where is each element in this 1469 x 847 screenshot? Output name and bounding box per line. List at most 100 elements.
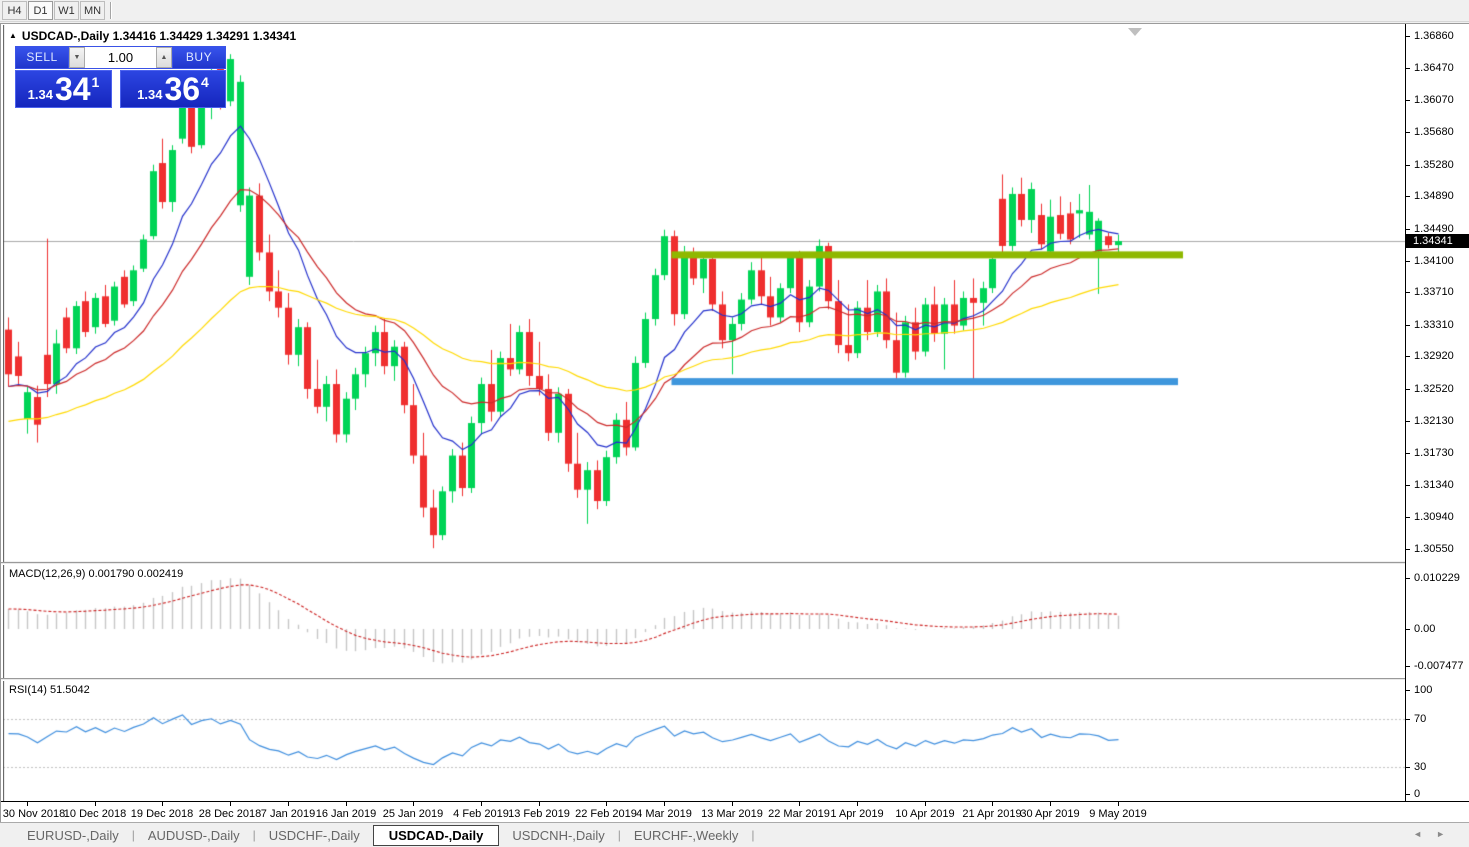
price-tick-label: 1.36070 — [1414, 94, 1454, 106]
price-axis[interactable]: 1.36860 1.36470 1.36070 1.35680 1.35280 1.348… — [1405, 24, 1469, 801]
tab-scroll-right-icon[interactable]: ► — [1436, 829, 1459, 839]
date-tick-label: 22 Feb 2019 — [575, 808, 637, 820]
price-tick-label: 1.34890 — [1414, 190, 1454, 202]
date-axis[interactable]: 30 Nov 2018 10 Dec 2018 19 Dec 2018 28 Dec … — [1, 801, 1469, 823]
date-tick-label: 7 Jan 2019 — [260, 808, 316, 820]
date-tick — [539, 802, 540, 806]
date-tick — [992, 802, 993, 806]
rsi-tick-label: 0 — [1414, 788, 1421, 800]
macd-pane-splitter[interactable] — [1, 562, 1469, 565]
date-tick — [27, 802, 28, 806]
rsi-tick-label: 100 — [1414, 684, 1433, 696]
sell-price-prefix: 1.34 — [27, 87, 53, 102]
volume-decrease-icon[interactable]: ▼ — [69, 47, 85, 68]
price-tick — [1406, 485, 1410, 486]
price-tick-label: 1.30550 — [1414, 543, 1454, 555]
price-tick — [1406, 261, 1410, 262]
date-tick — [799, 802, 800, 806]
date-tick-label: 4 Mar 2019 — [636, 808, 692, 820]
chart-tab-bar: EURUSD-,Daily | AUDUSD-,Daily | USDCHF-,Dail… — [0, 822, 1469, 847]
timeframe-button-d1[interactable]: D1 — [28, 1, 53, 20]
buy-price-box[interactable]: 1.34 36 4 — [120, 70, 226, 108]
toolbar-separator — [110, 2, 112, 19]
tab-audusd-daily[interactable]: AUDUSD-,Daily — [147, 827, 240, 843]
timeframe-button-w1[interactable]: W1 — [54, 1, 79, 20]
tab-separator: | — [131, 828, 135, 842]
price-tick-label: 1.33310 — [1414, 319, 1454, 331]
date-tick — [857, 802, 858, 806]
date-tick-label: 13 Mar 2019 — [701, 808, 763, 820]
price-tick — [1406, 68, 1410, 69]
tab-scroll-arrows: ◄► — [1413, 829, 1459, 839]
date-tick-label: 16 Jan 2019 — [315, 808, 377, 820]
rsi-pane-splitter[interactable] — [1, 678, 1469, 681]
date-tick-label: 4 Feb 2019 — [453, 808, 509, 820]
volume-increase-icon[interactable]: ▲ — [156, 47, 172, 68]
date-tick — [1050, 802, 1051, 806]
rsi-label: RSI(14) 51.5042 — [9, 684, 90, 696]
rsi-tick — [1406, 794, 1410, 795]
sell-price-box[interactable]: 1.34 34 1 — [15, 70, 112, 108]
tab-bar-tabs: EURUSD-,Daily | AUDUSD-,Daily | USDCHF-,Dail… — [14, 824, 755, 846]
sell-button[interactable]: SELL — [16, 47, 68, 68]
buy-price-prefix: 1.34 — [137, 87, 163, 102]
timeframe-button-mn[interactable]: MN — [80, 1, 105, 20]
price-tick — [1406, 389, 1410, 390]
scroll-to-end-icon[interactable] — [1128, 28, 1142, 36]
timeframe-button-h4[interactable]: H4 — [2, 1, 27, 20]
tab-usdcad-daily[interactable]: USDCAD-,Daily — [372, 824, 500, 846]
macd-label: MACD(12,26,9) 0.001790 0.002419 — [9, 568, 184, 580]
chart-window: ▲ USDCAD-,Daily 1.34416 1.34429 1.34291 1… — [0, 23, 1469, 823]
tab-scroll-left-icon[interactable]: ◄ — [1413, 829, 1437, 839]
tab-eurusd-daily[interactable]: EURUSD-,Daily — [27, 827, 119, 843]
price-tick — [1406, 517, 1410, 518]
date-tick-label: 30 Apr 2019 — [1020, 808, 1080, 820]
date-tick-label: 10 Dec 2018 — [63, 808, 127, 820]
trade-panel-prices: 1.34 34 1 1.34 36 4 — [15, 70, 226, 108]
macd-tick — [1406, 578, 1410, 579]
date-tick — [230, 802, 231, 806]
tab-separator: | — [751, 828, 755, 842]
tab-usdchf-daily[interactable]: USDCHF-,Daily — [268, 827, 360, 843]
volume-stepper: ▼ 1.00 ▲ — [68, 47, 173, 68]
date-tick — [288, 802, 289, 806]
date-tick-label: 9 May 2019 — [1089, 808, 1147, 820]
sell-price-main: 34 — [54, 71, 91, 107]
rsi-tick — [1406, 719, 1410, 720]
macd-tick-label: -0.007477 — [1414, 660, 1464, 672]
volume-input[interactable]: 1.00 — [107, 50, 134, 65]
macd-tick — [1406, 666, 1410, 667]
price-tick-label: 1.36860 — [1414, 30, 1454, 42]
price-tick-label: 1.34100 — [1414, 255, 1454, 267]
rsi-tick-label: 30 — [1414, 761, 1427, 773]
price-tick — [1406, 165, 1410, 166]
main-chart-canvas[interactable] — [3, 25, 1405, 801]
collapse-panel-icon[interactable]: ▲ — [9, 31, 17, 40]
date-tick-label: 13 Feb 2019 — [508, 808, 570, 820]
date-tick — [346, 802, 347, 806]
rsi-tick-label: 70 — [1414, 713, 1427, 725]
date-tick-label: 28 Dec 2018 — [198, 808, 262, 820]
buy-price-pipette: 4 — [201, 74, 209, 90]
price-tick — [1406, 132, 1410, 133]
date-tick-label: 22 Mar 2019 — [768, 808, 830, 820]
tab-usdcnh-daily[interactable]: USDCNH-,Daily — [512, 827, 605, 843]
price-tick — [1406, 36, 1410, 37]
buy-button[interactable]: BUY — [173, 47, 225, 68]
macd-tick-label: 0.00 — [1414, 623, 1436, 635]
tab-separator: | — [617, 828, 621, 842]
date-tick — [732, 802, 733, 806]
macd-tick — [1406, 629, 1410, 630]
chart-title: ▲ USDCAD-,Daily 1.34416 1.34429 1.34291 1… — [9, 29, 296, 43]
sell-price-pipette: 1 — [91, 74, 100, 90]
price-tick-label: 1.35280 — [1414, 159, 1454, 171]
price-tick — [1406, 100, 1410, 101]
tab-eurchf-weekly[interactable]: EURCHF-,Weekly — [633, 827, 739, 843]
price-tick — [1406, 229, 1410, 230]
buy-price-main: 36 — [164, 71, 201, 107]
price-tick-label: 1.34490 — [1414, 223, 1454, 235]
date-tick — [481, 802, 482, 806]
price-tick-label: 1.30940 — [1414, 511, 1454, 523]
date-tick — [162, 802, 163, 806]
